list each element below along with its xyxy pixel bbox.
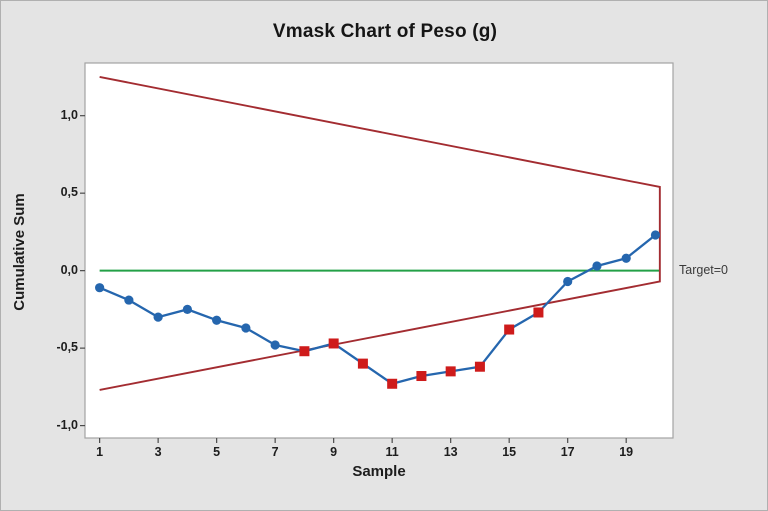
x-tick-label: 15 [502, 445, 517, 459]
flagged-point-sample-8[interactable] [299, 346, 310, 357]
data-point-sample-20[interactable] [650, 230, 661, 240]
flagged-point-sample-14[interactable] [474, 361, 485, 372]
flagged-point-sample-15[interactable] [504, 324, 515, 335]
data-point-sample-17[interactable] [563, 276, 573, 287]
x-tick-label: 17 [560, 445, 575, 459]
data-point-sample-19[interactable] [621, 253, 631, 263]
cusum-line[interactable] [99, 234, 657, 385]
x-tick-label: 11 [385, 445, 399, 459]
x-tick-label: 13 [443, 445, 458, 459]
target-line-label: Target=0 [679, 262, 728, 277]
flagged-point-sample-13[interactable] [445, 366, 456, 377]
flagged-point-sample-10[interactable] [357, 358, 368, 369]
data-point-sample-5[interactable] [212, 315, 222, 325]
data-point-sample-7[interactable] [270, 340, 280, 350]
y-tick-label: -0,5 [56, 340, 78, 355]
x-tick-label: 5 [213, 445, 221, 459]
data-point-sample-3[interactable] [153, 312, 163, 322]
x-tick-label: 7 [271, 445, 279, 459]
x-tick-label: 19 [619, 445, 634, 459]
data-point-sample-1[interactable] [95, 283, 105, 293]
chart-title: Vmask Chart of Peso (g) [272, 21, 498, 42]
x-tick-label: 1 [96, 445, 104, 459]
x-axis-title: Sample [352, 463, 406, 480]
y-tick-label: 0,5 [60, 185, 78, 200]
x-tick-label: 3 [154, 445, 162, 459]
data-point-sample-4[interactable] [182, 304, 192, 314]
y-tick-label: 0,0 [60, 262, 78, 277]
data-point-sample-2[interactable] [124, 295, 134, 305]
flagged-point-sample-11[interactable] [387, 378, 398, 389]
plot-background [85, 63, 673, 438]
y-tick-label: 1,0 [60, 107, 78, 122]
flagged-point-sample-12[interactable] [416, 371, 427, 382]
plot-border [84, 62, 674, 439]
flagged-point-sample-16[interactable] [533, 307, 544, 318]
data-point-sample-18[interactable] [592, 261, 602, 271]
x-tick-label: 9 [330, 445, 338, 459]
flagged-point-sample-9[interactable] [328, 338, 339, 349]
y-tick-label: -1,0 [56, 417, 78, 432]
data-point-sample-6[interactable] [241, 323, 251, 333]
